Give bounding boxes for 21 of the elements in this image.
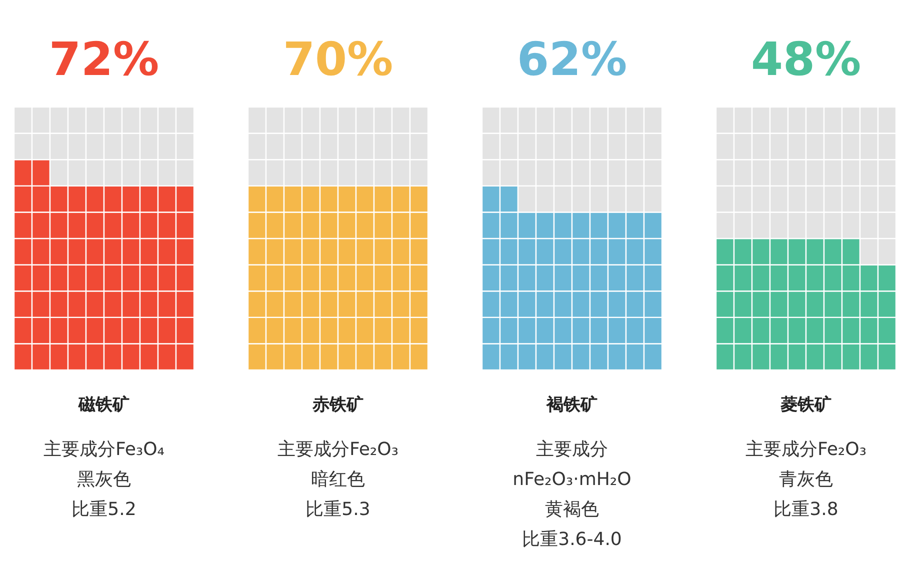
text: 主要成分Fe₂O₃ (745, 439, 867, 460)
category-label: 赤铁矿 (312, 395, 364, 415)
data-label: 70% (282, 32, 394, 86)
text: 比重3.6-4.0 (522, 529, 622, 550)
category-label: 菱铁矿 (780, 395, 832, 415)
text: 主要成分Fe₂O₃ (277, 439, 399, 460)
text: 黄褐色 (545, 499, 599, 520)
category-label: 磁铁矿 (78, 395, 130, 415)
data-label: 62% (516, 32, 628, 86)
text: 黑灰色 (77, 469, 131, 490)
text: 比重3.8 (774, 499, 838, 520)
data-label: 72% (48, 32, 160, 86)
text: 主要成分 (536, 439, 608, 460)
data-label: 48% (750, 32, 862, 86)
text: 主要成分Fe₃O₄ (43, 439, 165, 460)
category-label: 褐铁矿 (546, 395, 598, 415)
text: 青灰色 (779, 469, 833, 490)
text: 比重5.3 (306, 499, 370, 520)
text: 比重5.2 (72, 499, 136, 520)
text: 暗红色 (311, 469, 365, 490)
text: nFe₂O₃·mH₂O (512, 469, 632, 490)
